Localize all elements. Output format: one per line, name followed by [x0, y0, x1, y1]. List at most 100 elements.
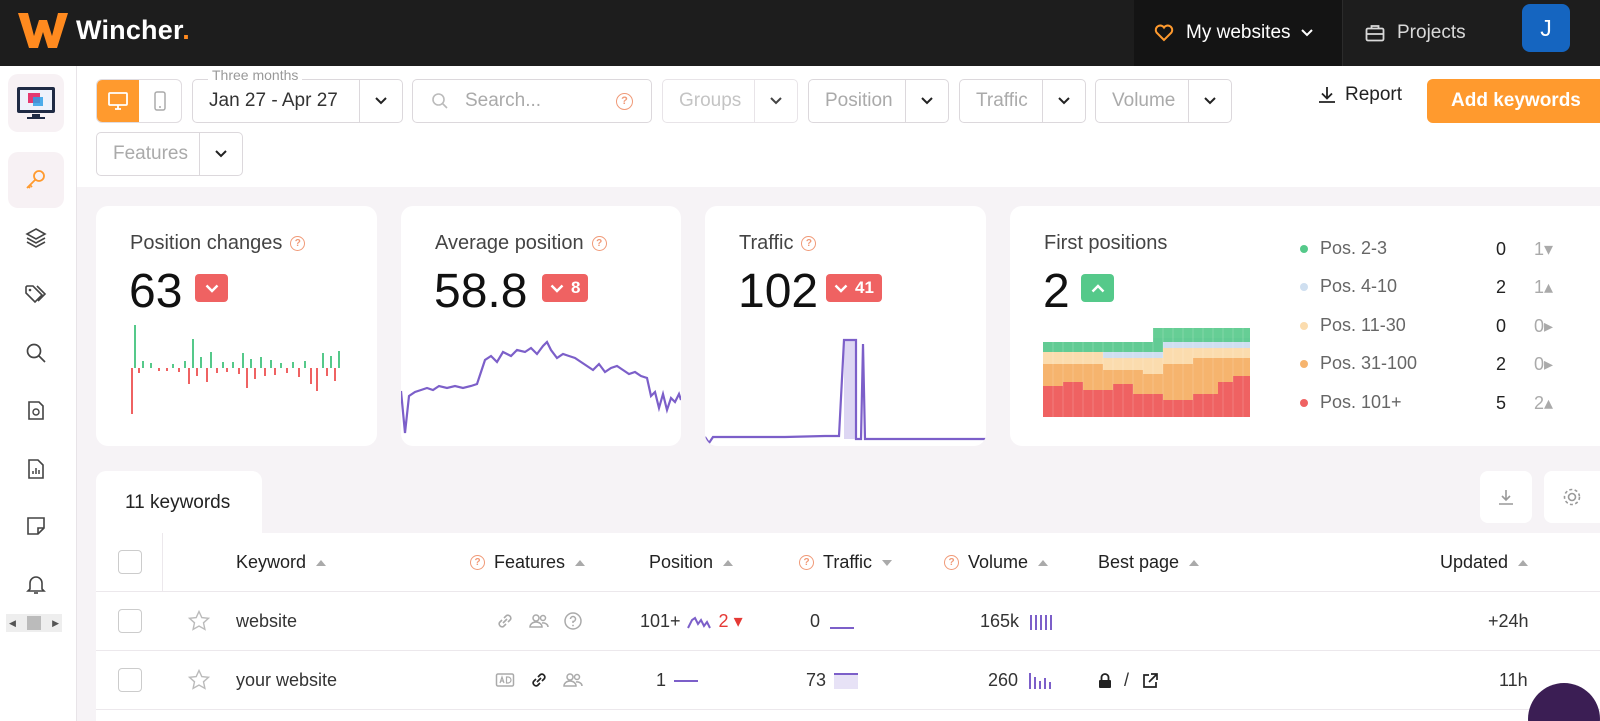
help-icon[interactable]: ?	[591, 236, 607, 251]
legend-label: Pos. 31-100	[1320, 353, 1418, 373]
my-websites-menu[interactable]: My websites	[1134, 0, 1342, 66]
col-volume[interactable]: ? Volume	[944, 552, 1049, 573]
traffic-filter[interactable]: Traffic	[959, 79, 1086, 123]
features-filter[interactable]: Features	[96, 132, 243, 176]
user-avatar[interactable]: J	[1522, 4, 1570, 52]
ad-icon	[495, 673, 515, 687]
row-checkbox[interactable]	[118, 668, 142, 692]
legend-count: 2	[1496, 354, 1507, 374]
sidebar-item-research[interactable]	[8, 325, 64, 381]
table-row[interactable]: your website 1 73 260 / 11h	[96, 651, 1600, 710]
app-logo[interactable]: Wincher.	[18, 10, 190, 50]
tags-icon	[25, 285, 47, 304]
search-input[interactable]: Search...	[465, 90, 542, 111]
volume-filter[interactable]: Volume	[1095, 79, 1232, 123]
help-icon[interactable]: ?	[799, 555, 814, 570]
search-help-icon[interactable]: ?	[616, 92, 633, 110]
legend-count: 2	[1496, 277, 1507, 297]
traffic-line-chart	[705, 338, 986, 445]
sidebar-scrollbar[interactable]: ◀ ▶	[6, 614, 62, 632]
first-positions-title: First positions	[1044, 232, 1168, 254]
sidebar-item-notes[interactable]	[8, 498, 64, 554]
chevron-down-icon	[834, 284, 848, 293]
col-position[interactable]: Position	[649, 552, 734, 573]
date-range-select[interactable]: Jan 27 - Apr 27	[192, 79, 403, 123]
keywords-count-tab[interactable]: 11 keywords	[96, 471, 262, 533]
position-cell: 101+ 2 ▾	[640, 611, 743, 632]
average-position-card: Average position ? 58.8 8	[401, 206, 681, 446]
sidebar-item-alerts[interactable]	[8, 556, 64, 612]
help-icon[interactable]: ?	[944, 555, 959, 570]
sidebar-item-competitors[interactable]	[8, 383, 64, 439]
groups-filter-label: Groups	[679, 90, 742, 111]
scroll-right-icon[interactable]: ▶	[52, 617, 59, 628]
desktop-toggle-button[interactable]	[97, 80, 139, 122]
search-field[interactable]: Search... ?	[412, 79, 652, 123]
document-badge-icon	[28, 401, 44, 420]
legend-label: Pos. 101+	[1320, 392, 1402, 412]
table-header: Keyword ? Features Position ? Traffic ? Vol…	[96, 533, 1600, 592]
position-filter[interactable]: Position	[808, 79, 949, 123]
layers-icon	[25, 228, 47, 248]
select-all-checkbox[interactable]	[118, 550, 142, 574]
volume-value: 165k	[980, 611, 1020, 631]
sidebar-item-website[interactable]	[8, 74, 64, 132]
help-icon[interactable]: ?	[290, 236, 306, 251]
best-page-path[interactable]: /	[1124, 670, 1130, 690]
mobile-toggle-button[interactable]	[139, 80, 181, 122]
date-range-legend: Three months	[208, 67, 303, 83]
projects-menu[interactable]: Projects	[1342, 0, 1512, 66]
sort-asc-icon	[1189, 559, 1200, 566]
features-dropdown[interactable]	[199, 133, 242, 175]
star-icon[interactable]	[187, 668, 211, 692]
scroll-left-icon[interactable]: ◀	[9, 617, 16, 628]
legend-count: 0	[1496, 316, 1507, 336]
desktop-icon	[108, 92, 128, 110]
col-traffic[interactable]: ? Traffic	[799, 552, 893, 573]
col-keyword[interactable]: Keyword	[236, 552, 327, 573]
col-features[interactable]: ? Features	[470, 552, 586, 573]
device-toggle	[96, 79, 182, 123]
export-button[interactable]	[1480, 471, 1532, 523]
average-position-title: Average position	[435, 232, 584, 254]
col-best-page[interactable]: Best page	[1098, 552, 1200, 573]
col-updated[interactable]: Updated	[1440, 552, 1529, 573]
average-position-line-chart	[401, 340, 681, 434]
volume-cell: 260	[988, 670, 1052, 691]
groups-dropdown[interactable]	[754, 80, 797, 122]
features-cell	[494, 669, 584, 691]
sidebar-item-tags[interactable]	[8, 267, 64, 323]
sidebar-item-keywords[interactable]	[8, 152, 64, 208]
volume-dropdown[interactable]	[1188, 80, 1231, 122]
position-value: 1	[656, 670, 667, 690]
traffic-dropdown[interactable]	[1042, 80, 1085, 122]
keyword-cell[interactable]: website	[236, 611, 298, 631]
top-bar: Wincher. My websites Projects J	[0, 0, 1600, 66]
sidebar-item-groups[interactable]	[8, 210, 64, 266]
groups-filter[interactable]: Groups	[662, 79, 798, 123]
features-filter-label: Features	[113, 143, 188, 164]
sort-asc-icon	[723, 559, 734, 566]
settings-button[interactable]	[1544, 471, 1600, 523]
average-position-value: 58.8	[434, 265, 528, 318]
help-icon[interactable]: ?	[801, 236, 817, 251]
add-keywords-button[interactable]: Add keywords	[1427, 79, 1600, 123]
legend-pos-31-100: Pos. 31-100	[1300, 353, 1417, 374]
scroll-thumb[interactable]	[27, 616, 41, 630]
first-positions-stacked-chart	[1043, 324, 1250, 417]
volume-bars-icon	[1030, 614, 1053, 630]
app-name: Wincher	[76, 14, 183, 45]
sort-desc-icon	[882, 559, 893, 566]
table-row[interactable]: website 101+ 2 ▾ 0 165k +24h	[96, 592, 1600, 651]
sidebar-item-reports[interactable]	[8, 441, 64, 497]
star-icon[interactable]	[187, 609, 211, 633]
first-positions-value: 2	[1043, 265, 1070, 318]
external-link-icon[interactable]	[1141, 672, 1159, 690]
row-checkbox[interactable]	[118, 609, 142, 633]
help-icon[interactable]: ?	[470, 555, 485, 570]
date-range-dropdown[interactable]	[359, 80, 402, 122]
position-dropdown[interactable]	[905, 80, 948, 122]
average-position-badge-value: 8	[571, 278, 581, 297]
report-button[interactable]: Report	[1317, 84, 1402, 106]
keyword-cell[interactable]: your website	[236, 670, 338, 690]
